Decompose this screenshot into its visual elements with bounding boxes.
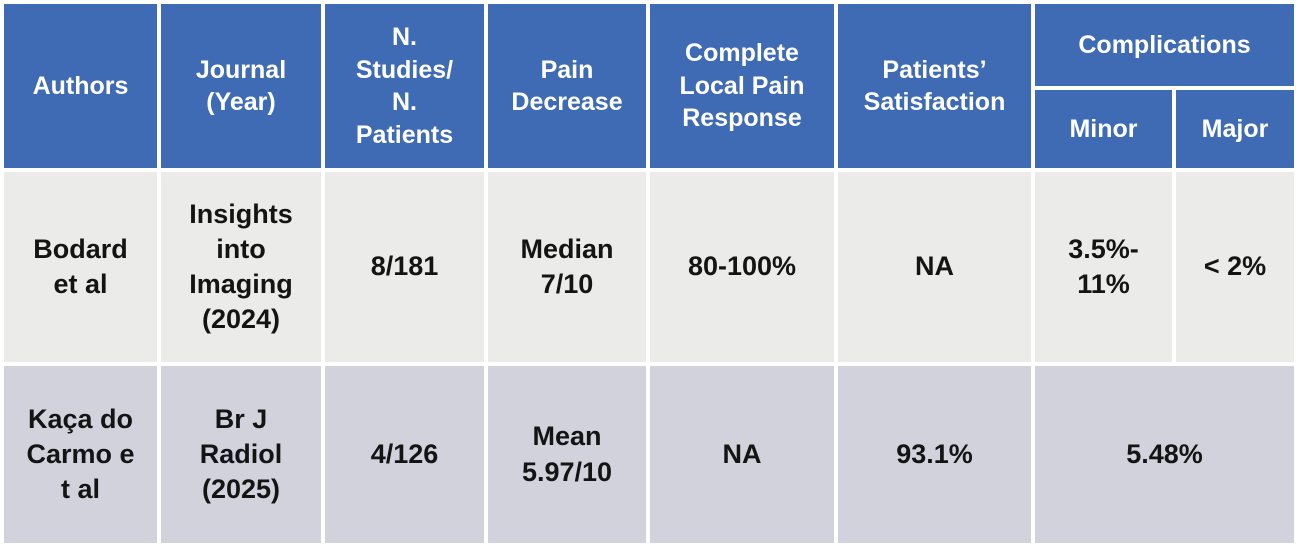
header-complications-minor: Minor — [1035, 90, 1172, 168]
row1-journal-year: Insights into Imaging (2024) — [161, 172, 321, 362]
row2-complete-local-pain-response: NA — [650, 366, 834, 543]
row2-pain-decrease: Mean 5.97/10 — [488, 366, 646, 543]
header-pain-decrease: Pain Decrease — [488, 4, 646, 168]
row2-n-studies-patients: 4/126 — [325, 366, 484, 543]
row2-authors: Kaça do Carmo e t al — [4, 366, 157, 543]
header-n-studies-patients: N. Studies/ N. Patients — [325, 4, 484, 168]
header-complications-major: Major — [1176, 90, 1294, 168]
row2-complications-combined: 5.48% — [1035, 366, 1294, 543]
header-patients-satisfaction: Patients’ Satisfaction — [838, 4, 1031, 168]
row1-authors: Bodard et al — [4, 172, 157, 362]
row1-complications-minor: 3.5%- 11% — [1035, 172, 1172, 362]
header-journal-year: Journal (Year) — [161, 4, 321, 168]
row1-n-studies-patients: 8/181 — [325, 172, 484, 362]
row1-complications-major: < 2% — [1176, 172, 1294, 362]
row1-patients-satisfaction: NA — [838, 172, 1031, 362]
row1-pain-decrease: Median 7/10 — [488, 172, 646, 362]
header-complete-local-pain-response: Complete Local Pain Response — [650, 4, 834, 168]
row2-patients-satisfaction: 93.1% — [838, 366, 1031, 543]
header-complications: Complications — [1035, 4, 1294, 86]
row2-journal-year: Br J Radiol (2025) — [161, 366, 321, 543]
row1-complete-local-pain-response: 80-100% — [650, 172, 834, 362]
header-authors: Authors — [4, 4, 157, 168]
